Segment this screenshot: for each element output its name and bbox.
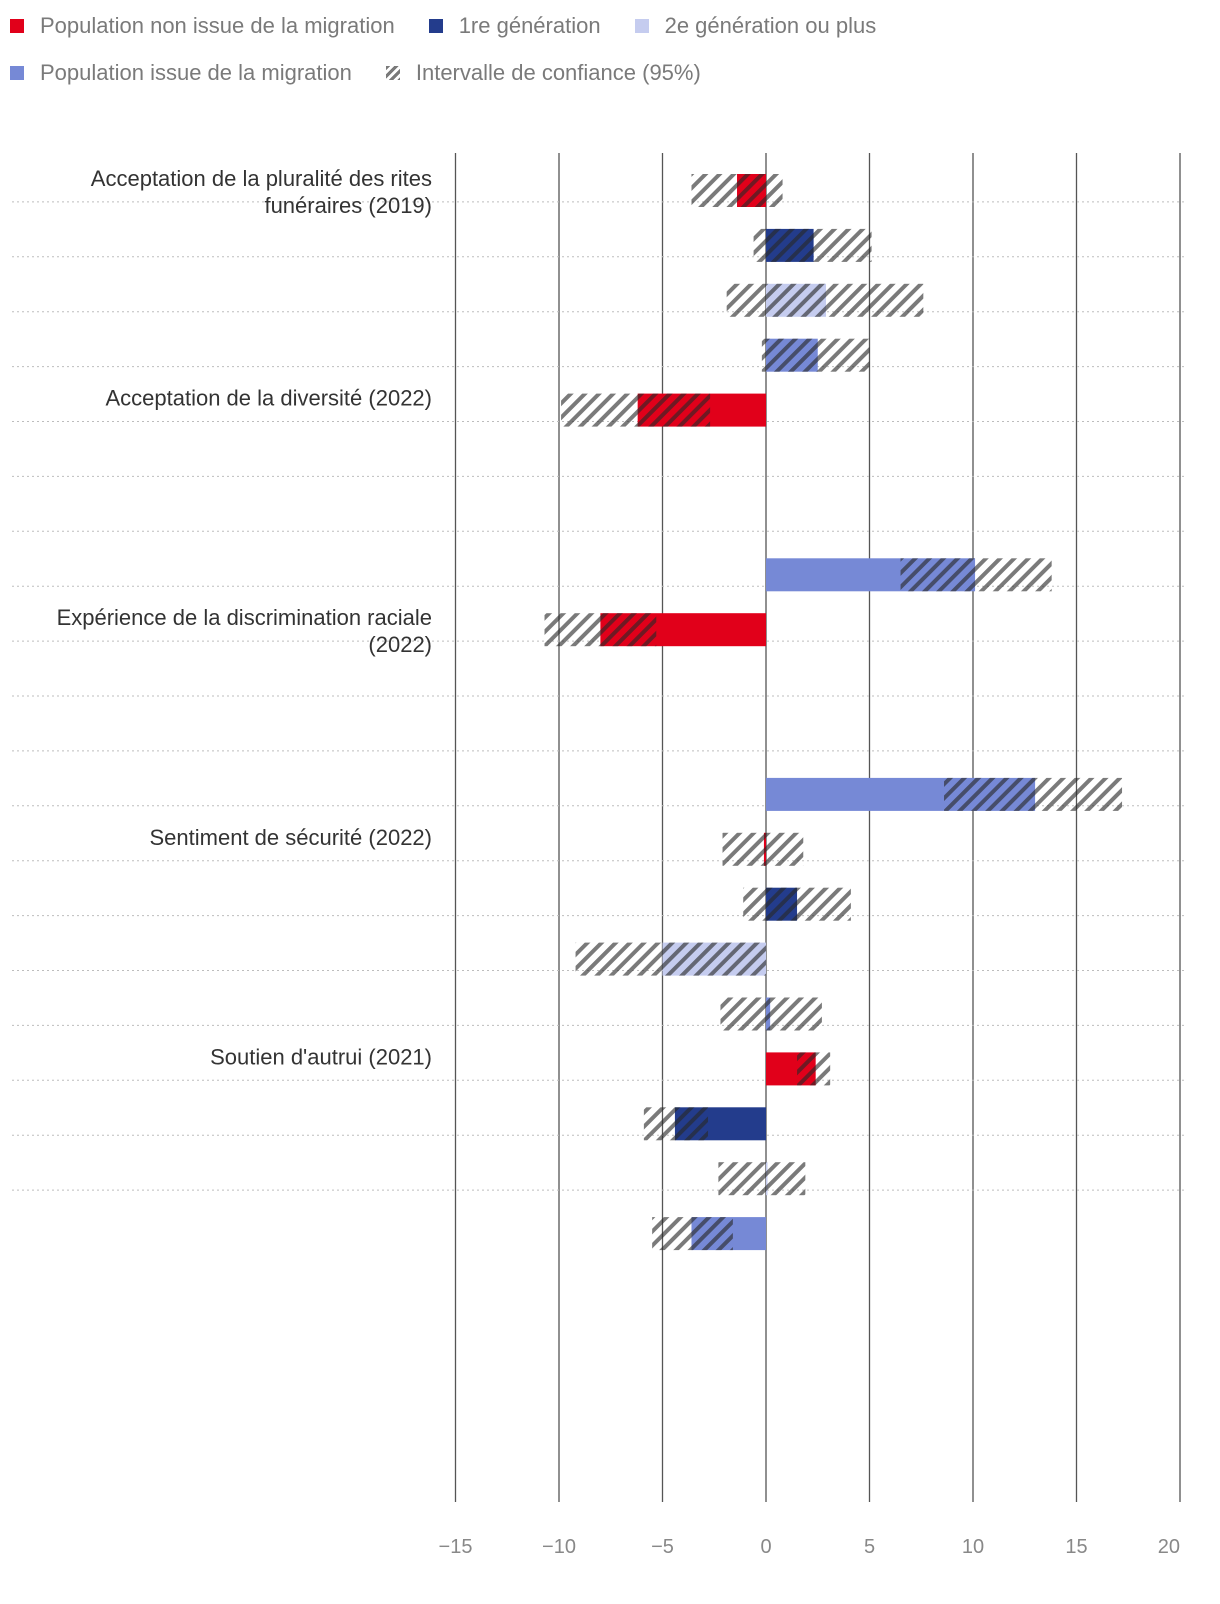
legend-swatch-dark-blue — [428, 19, 443, 33]
legend-label: Population non issue de la migration — [40, 13, 395, 38]
category-label: Soutien d'autrui (2021) — [210, 1044, 432, 1069]
x-tick-label: 15 — [1065, 1536, 1087, 1558]
category-label: Expérience de la discrimination raciale — [57, 605, 432, 630]
x-tick-label: 0 — [760, 1536, 771, 1558]
category-label: Acceptation de la diversité (2022) — [105, 386, 432, 411]
legend-item-confidence-interval: Intervalle de confiance (95%) — [385, 60, 701, 86]
legend-item-first-generation: 1re génération — [428, 13, 601, 39]
confidence-interval — [720, 997, 822, 1031]
confidence-interval — [691, 174, 783, 207]
x-axis-tick-labels: −15 −10 −5 0 5 10 15 20 — [439, 1536, 1180, 1558]
legend-label: 1re génération — [458, 13, 601, 38]
category-label: Acceptation de la pluralité des rites — [91, 166, 432, 191]
category-labels: Acceptation de la pluralité des ritesfun… — [57, 166, 432, 1069]
legend-item-non-migration: Population non issue de la migration — [10, 13, 395, 39]
legend-item-migration: Population issue de la migration — [10, 60, 352, 86]
x-tick-label: 10 — [962, 1536, 984, 1558]
x-tick-label: −15 — [439, 1536, 473, 1558]
legend-row: Population issue de la migration Interva… — [10, 55, 1190, 91]
legend-swatch-hatch — [385, 66, 400, 80]
confidence-interval — [561, 393, 711, 427]
gridlines — [454, 153, 1181, 1502]
legend: Population non issue de la migration 1re… — [10, 8, 1190, 102]
confidence-interval — [761, 338, 870, 372]
confidence-interval — [652, 1217, 733, 1251]
confidence-interval — [575, 942, 766, 976]
x-tick-label: −5 — [651, 1536, 674, 1558]
x-tick-label: 5 — [864, 1536, 875, 1558]
category-label: (2022) — [368, 632, 432, 657]
legend-swatch-red — [10, 19, 24, 33]
confidence-interval — [643, 1107, 709, 1141]
x-tick-label: 20 — [1158, 1536, 1180, 1558]
x-tick-label: −10 — [542, 1536, 576, 1558]
legend-row: Population non issue de la migration 1re… — [10, 8, 1190, 44]
legend-label: Population issue de la migration — [40, 60, 352, 85]
legend-swatch-light-blue — [634, 19, 649, 33]
confidence-interval — [726, 283, 924, 317]
legend-label: Intervalle de confiance (95%) — [415, 60, 701, 85]
confidence-interval — [753, 228, 872, 262]
bars — [544, 174, 1123, 1251]
legend-label: 2e génération ou plus — [664, 13, 877, 38]
legend-swatch-mid-blue — [10, 66, 24, 80]
row-separators — [12, 201, 1185, 1191]
confidence-interval — [797, 1052, 831, 1086]
confidence-interval — [718, 1162, 806, 1196]
confidence-interval — [722, 832, 804, 866]
confidence-interval — [900, 558, 1052, 592]
confidence-interval — [944, 777, 1123, 811]
confidence-interval — [743, 887, 851, 921]
confidence-interval — [544, 613, 657, 647]
legend-item-second-generation: 2e génération ou plus — [634, 13, 877, 39]
category-label: funéraires (2019) — [264, 193, 432, 218]
category-label: Sentiment de sécurité (2022) — [150, 825, 433, 850]
